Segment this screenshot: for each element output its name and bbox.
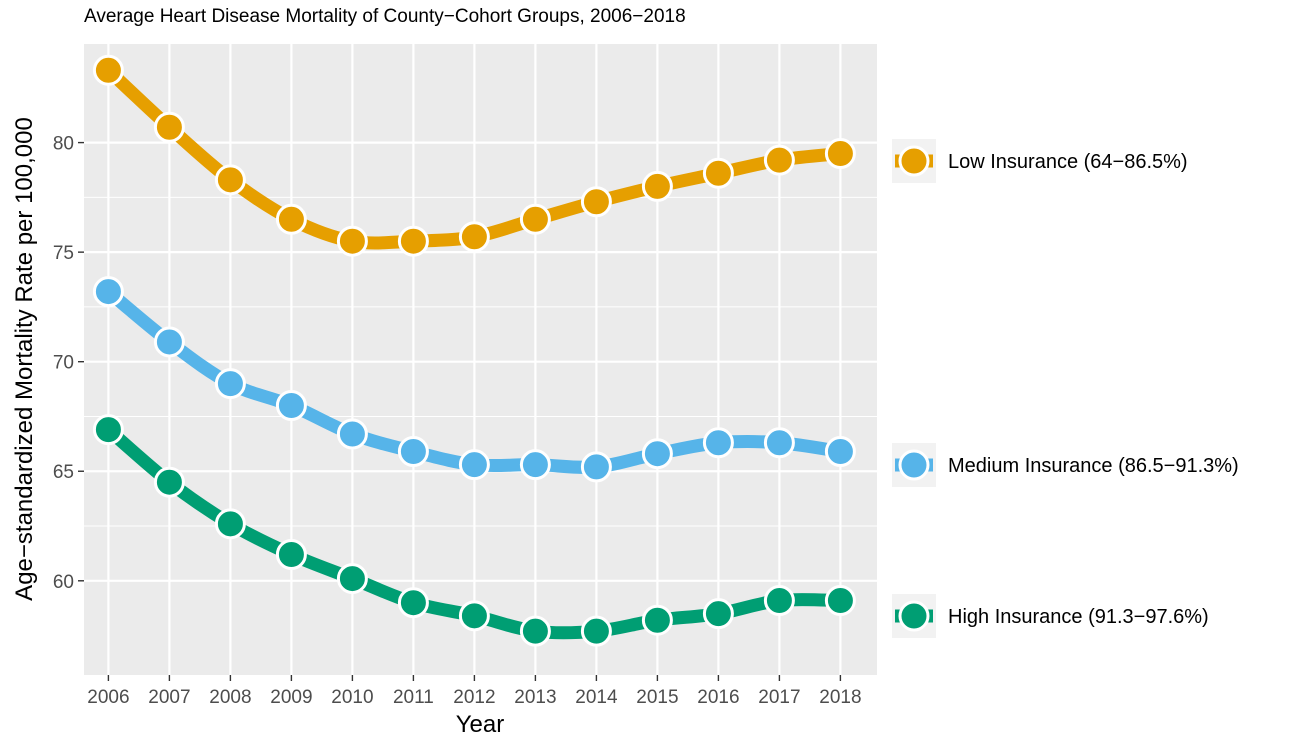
x-tick-label: 2008	[209, 687, 251, 708]
data-point	[702, 598, 734, 630]
y-tick-label: 60	[53, 572, 74, 593]
data-point	[214, 164, 246, 196]
data-point	[641, 604, 673, 636]
x-tick-label: 2006	[87, 687, 129, 708]
data-point	[92, 276, 124, 308]
series-0	[92, 54, 856, 257]
data-point	[214, 508, 246, 540]
data-point	[824, 138, 856, 170]
series-layer	[92, 54, 856, 647]
data-point	[397, 587, 429, 619]
data-point	[275, 538, 307, 570]
chart-title: Average Heart Disease Mortality of Count…	[84, 6, 686, 27]
legend-item: Medium Insurance (86.5−91.3%)	[892, 443, 1239, 487]
axes: 60 65 70 75 80 2006 2007 2008 2009 2010 2011 2012 20…	[53, 134, 862, 708]
x-tick-label: 2017	[758, 687, 800, 708]
x-tick-label: 2016	[697, 687, 739, 708]
x-tick-label: 2011	[393, 687, 434, 708]
legend-item: High Insurance (91.3−97.6%)	[892, 594, 1209, 638]
data-point	[824, 436, 856, 468]
data-point	[92, 54, 124, 86]
x-tick-label: 2010	[331, 687, 373, 708]
data-point	[580, 615, 612, 647]
y-tick-label: 75	[53, 243, 74, 264]
data-point	[336, 225, 368, 257]
x-tick-label: 2009	[270, 687, 312, 708]
legend-label: Medium Insurance (86.5−91.3%)	[948, 455, 1239, 477]
data-point	[336, 418, 368, 450]
data-point	[580, 451, 612, 483]
legend-label: Low Insurance (64−86.5%)	[948, 151, 1188, 173]
plot-panel	[84, 44, 877, 675]
data-point	[397, 436, 429, 468]
y-tick-label: 70	[53, 353, 74, 374]
data-point	[641, 438, 673, 470]
data-point	[641, 170, 673, 202]
data-point	[153, 111, 185, 143]
data-point	[92, 414, 124, 446]
x-tick-label: 2013	[514, 687, 556, 708]
legend: Low Insurance (64−86.5%) Medium Insurance…	[892, 139, 1239, 638]
data-point	[336, 563, 368, 595]
legend-key-point	[898, 449, 930, 481]
data-point	[763, 144, 795, 176]
y-axis-title: Age−standardized Mortality Rate per 100,…	[11, 117, 38, 601]
data-point	[519, 203, 551, 235]
legend-item: Low Insurance (64−86.5%)	[892, 139, 1188, 183]
series-1	[92, 276, 856, 483]
legend-key-point	[898, 600, 930, 632]
x-tick-label: 2007	[148, 687, 190, 708]
legend-key-point	[898, 145, 930, 177]
data-point	[275, 390, 307, 422]
series-2	[92, 414, 856, 647]
x-tick-label: 2012	[453, 687, 495, 708]
data-point	[702, 427, 734, 459]
data-point	[458, 600, 490, 632]
data-point	[824, 585, 856, 617]
data-point	[214, 368, 246, 400]
x-tick-label: 2015	[636, 687, 678, 708]
legend-label: High Insurance (91.3−97.6%)	[948, 606, 1209, 628]
y-tick-label: 65	[53, 462, 74, 483]
data-point	[519, 449, 551, 481]
x-tick-label: 2014	[575, 687, 618, 708]
data-point	[763, 585, 795, 617]
y-tick-label: 80	[53, 134, 74, 155]
data-point	[153, 466, 185, 498]
data-point	[397, 225, 429, 257]
data-point	[458, 449, 490, 481]
data-point	[153, 326, 185, 358]
data-point	[702, 157, 734, 189]
data-point	[275, 203, 307, 235]
data-point	[519, 615, 551, 647]
data-point	[580, 186, 612, 218]
x-axis-title: Year	[456, 711, 505, 738]
data-point	[458, 221, 490, 253]
x-tick-label: 2018	[819, 687, 861, 708]
data-point	[763, 427, 795, 459]
